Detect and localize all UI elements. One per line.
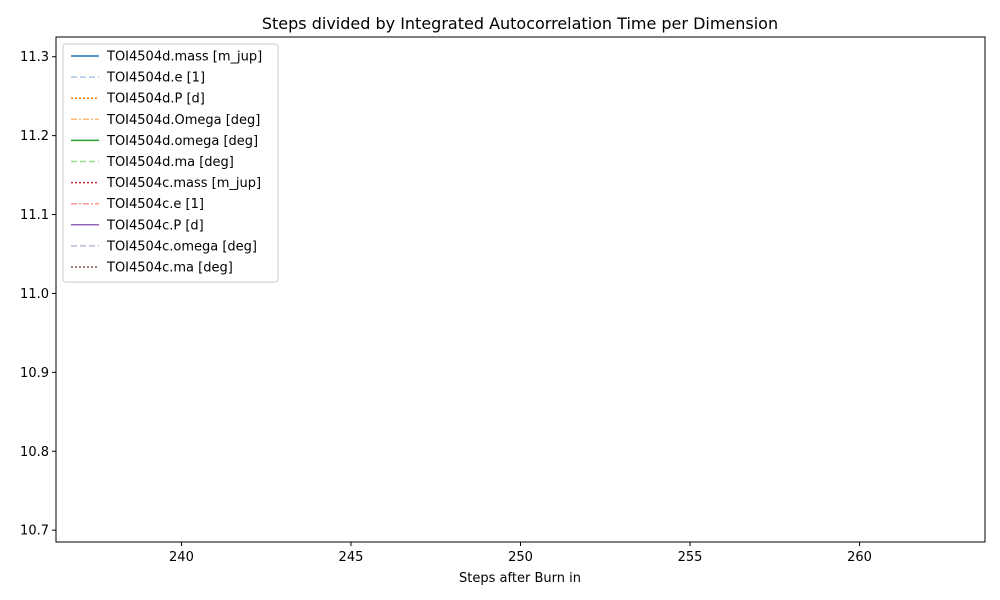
legend-entry: TOI4504c.ma [deg] [106,261,233,276]
legend-entry: TOI4504d.P [d] [106,92,205,107]
x-tick-label: 255 [678,550,703,565]
legend-entry: TOI4504c.mass [m_jup] [106,176,261,191]
x-tick-label: 260 [847,550,872,565]
legend-box [62,43,279,283]
legend-entry: TOI4504c.omega [deg] [106,239,257,254]
legend-entry: TOI4504c.P [d] [106,218,204,233]
x-tick-label: 245 [339,550,364,565]
legend-entry: TOI4504d.ma [deg] [106,155,234,170]
legend-entry: TOI4504d.omega [deg] [106,134,258,149]
chart-title: Steps divided by Integrated Autocorrelat… [262,14,778,33]
y-axis: 10.7 10.8 10.9 11.0 11.1 11.2 11.3 [20,50,56,539]
x-tick-label: 250 [508,550,533,565]
x-tick-label: 240 [169,550,194,565]
y-tick-label: 11.2 [20,129,49,144]
legend-entry: TOI4504d.Omega [deg] [106,113,260,128]
y-tick-label: 11.1 [20,208,49,223]
y-tick-label: 11.0 [20,287,49,302]
y-tick-label: 10.7 [20,524,49,539]
x-axis-label: Steps after Burn in [459,571,581,586]
x-axis: 240 245 250 255 260 [169,542,872,565]
legend-entry: TOI4504d.mass [m_jup] [106,50,262,65]
legend-entry: TOI4504c.e [1] [106,197,204,212]
legend-entry: TOI4504d.e [1] [106,71,205,86]
y-tick-label: 10.9 [20,366,49,381]
legend: TOI4504d.mass [m_jup] TOI4504d.e [1] TOI45… [62,43,279,283]
y-tick-label: 11.3 [20,50,49,65]
y-tick-label: 10.8 [20,445,49,460]
